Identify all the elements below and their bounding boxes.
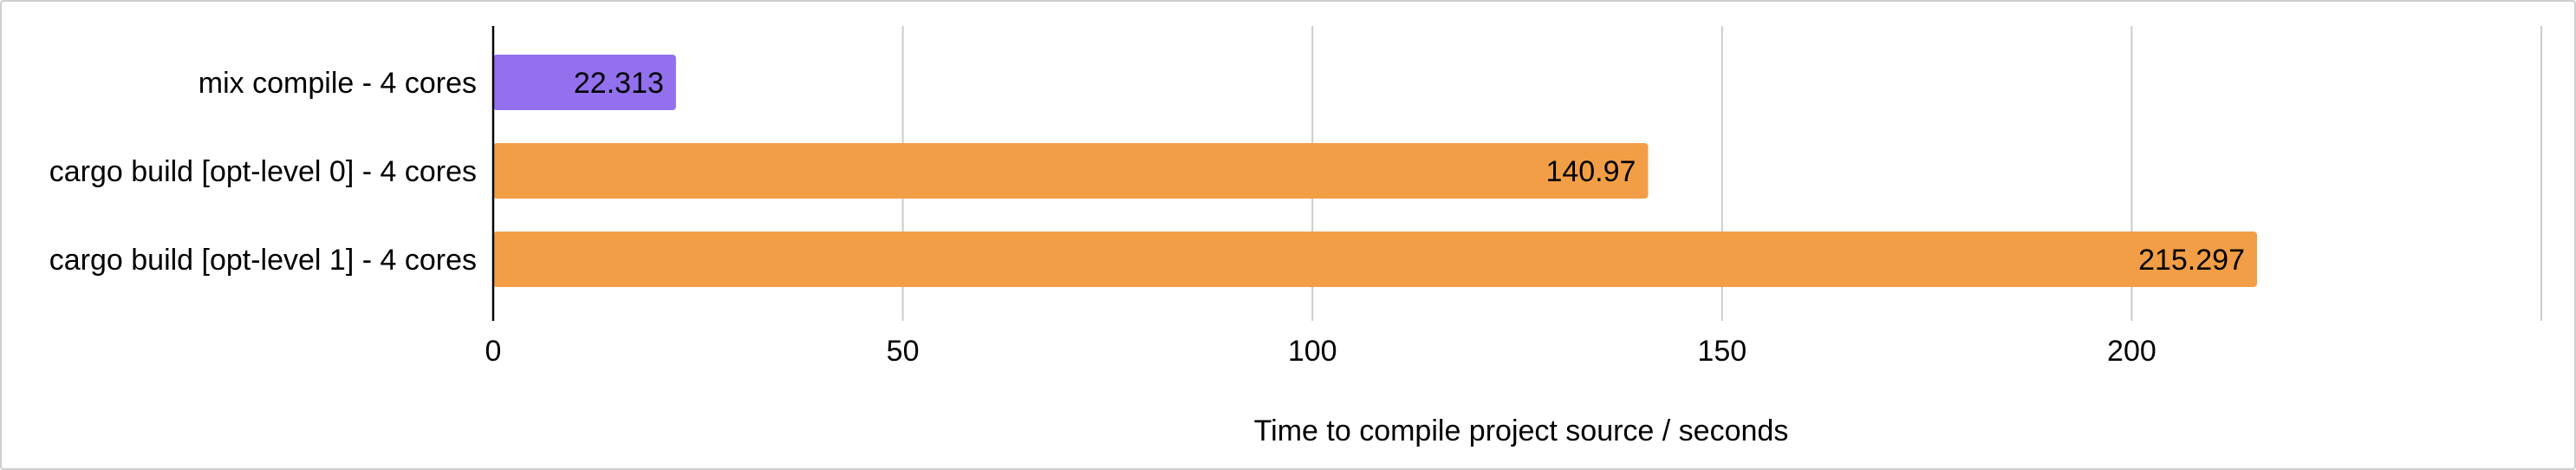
x-tick-label-100: 100 — [1288, 335, 1337, 368]
x-axis-title: Time to compile project source / seconds — [1254, 415, 1789, 447]
category-label-1: mix compile - 4 cores — [198, 67, 477, 100]
x-tick-label-50: 50 — [887, 335, 920, 368]
x-tick-label-0: 0 — [485, 335, 502, 368]
labels: 22.313 mix compile - 4 cores 140.97 cargo b… — [49, 67, 2245, 368]
x-tick-label-150: 150 — [1697, 335, 1747, 368]
data-label-3: 215.297 — [2138, 244, 2245, 277]
category-label-2: cargo build [opt-level 0] - 4 cores — [49, 155, 477, 188]
bar-1 — [493, 55, 676, 110]
category-label-3: cargo build [opt-level 1] - 4 cores — [49, 244, 477, 277]
x-tick-label-200: 200 — [2107, 335, 2156, 368]
bar-3 — [493, 232, 2257, 287]
data-label-1: 22.313 — [574, 67, 664, 100]
data-label-2: 140.97 — [1545, 155, 1636, 188]
bars — [493, 55, 2257, 287]
bar-2 — [493, 143, 1649, 199]
